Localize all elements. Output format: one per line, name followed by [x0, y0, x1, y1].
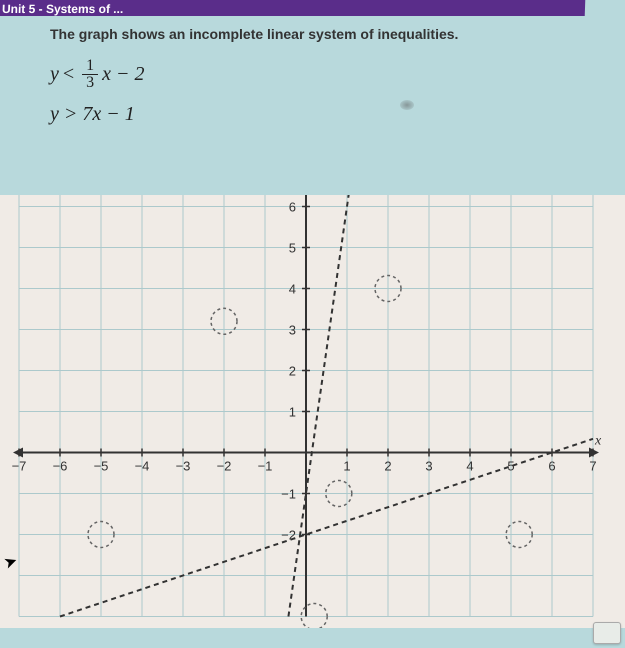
- svg-text:1: 1: [343, 459, 350, 474]
- next-button[interactable]: [593, 622, 621, 644]
- svg-text:6: 6: [289, 200, 296, 215]
- unit-header: Unit 5 - Systems of ...: [0, 0, 585, 16]
- line-seven: [288, 195, 352, 617]
- svg-text:−6: −6: [53, 459, 68, 474]
- svg-text:−2: −2: [281, 528, 296, 543]
- svg-text:4: 4: [466, 459, 473, 474]
- svg-text:1: 1: [289, 405, 296, 420]
- svg-text:7: 7: [589, 459, 596, 474]
- svg-text:−5: −5: [94, 459, 109, 474]
- content-area: The graph shows an incomplete linear sys…: [0, 16, 625, 126]
- graph-area: xy −7−6−5−4−3−2−11234567−2−11234567: [0, 195, 625, 628]
- svg-text:−3: −3: [176, 459, 191, 474]
- svg-text:−1: −1: [281, 487, 296, 502]
- inequality-2: y > 7x − 1: [50, 103, 605, 126]
- svg-text:−7: −7: [12, 459, 27, 474]
- svg-text:2: 2: [384, 459, 391, 474]
- smudge-mark: [400, 100, 414, 110]
- coordinate-graph: xy −7−6−5−4−3−2−11234567−2−11234567: [0, 195, 625, 628]
- svg-text:2: 2: [289, 364, 296, 379]
- svg-text:6: 6: [548, 459, 555, 474]
- svg-text:3: 3: [425, 459, 432, 474]
- svg-text:−1: −1: [258, 459, 273, 474]
- inequality-1: y < 1 3 x − 2: [50, 58, 605, 91]
- svg-text:−4: −4: [135, 459, 150, 474]
- svg-text:4: 4: [289, 282, 296, 297]
- prompt-text: The graph shows an incomplete linear sys…: [50, 26, 605, 42]
- svg-text:5: 5: [289, 241, 296, 256]
- svg-text:x: x: [594, 434, 602, 449]
- svg-text:−2: −2: [217, 459, 232, 474]
- svg-text:3: 3: [289, 323, 296, 338]
